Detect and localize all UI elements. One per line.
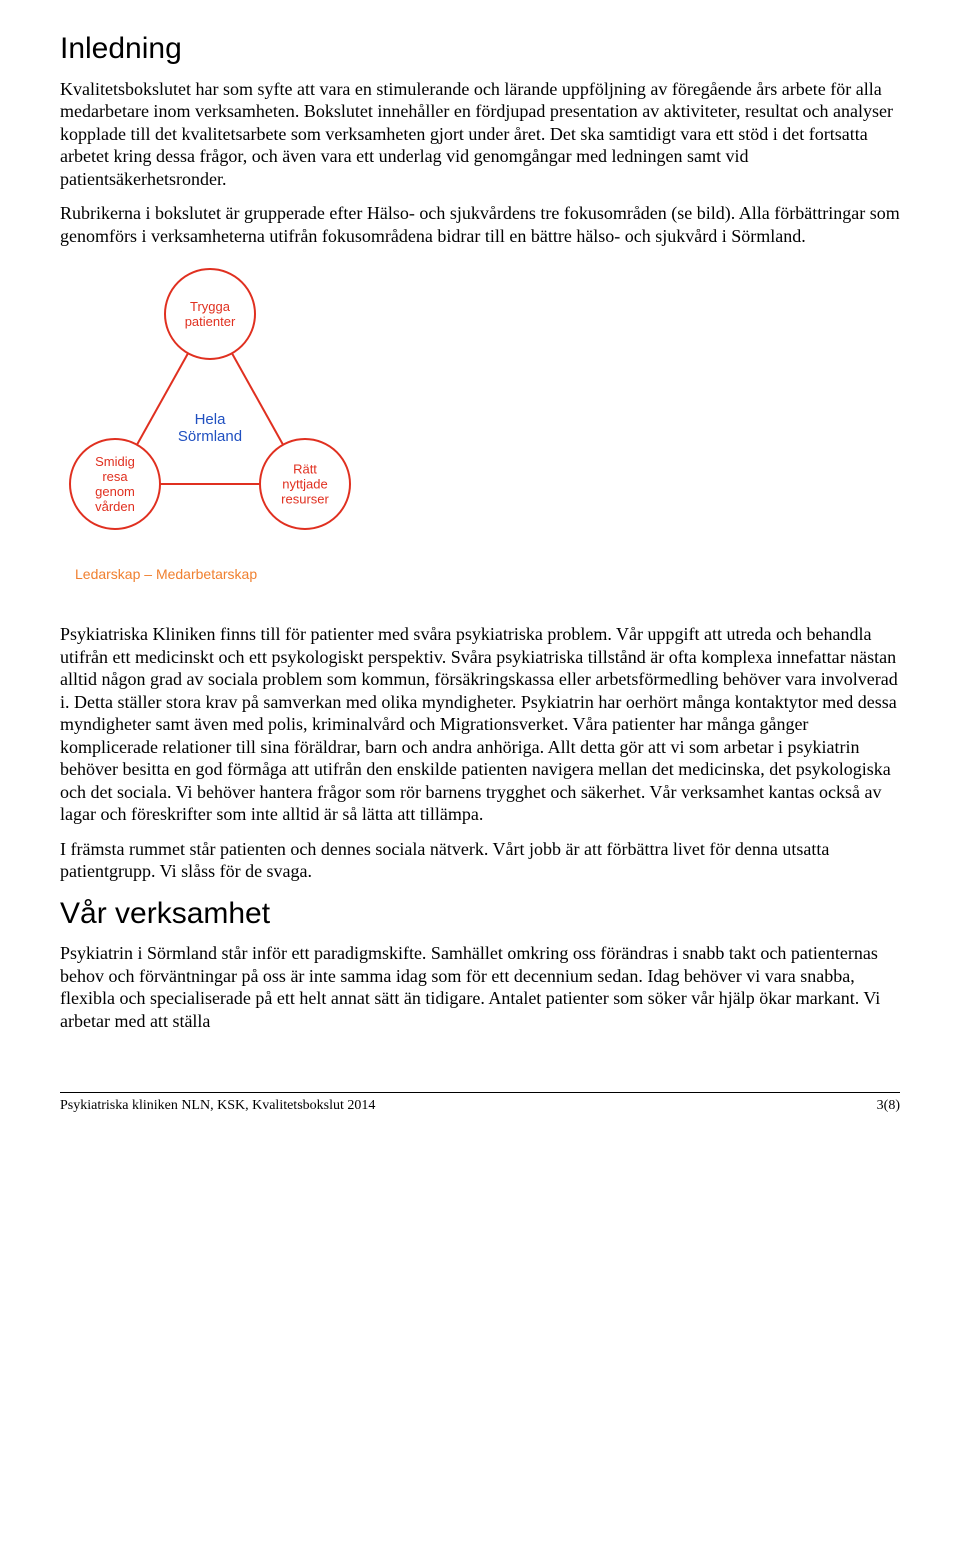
focus-areas-svg: HelaSörmland Tryggapatienter Smidigresagen… — [60, 259, 360, 599]
page-footer: Psykiatriska kliniken NLN, KSK, Kvalitet… — [60, 1093, 900, 1115]
diagram-node-label: Rätt — [293, 462, 317, 477]
heading-inledning: Inledning — [60, 30, 900, 68]
footer-right: 3(8) — [877, 1097, 900, 1115]
footer-left: Psykiatriska kliniken NLN, KSK, Kvalitet… — [60, 1097, 375, 1115]
paragraph-4: I främsta rummet står patienten och denn… — [60, 838, 900, 883]
diagram-node-label: nyttjade — [282, 477, 328, 492]
paragraph-1: Kvalitetsbokslutet har som syfte att var… — [60, 78, 900, 191]
diagram-node-label: vården — [95, 499, 135, 514]
diagram-node-label: patienter — [185, 314, 236, 329]
paragraph-5: Psykiatrin i Sörmland står inför ett par… — [60, 942, 900, 1032]
diagram-caption: Ledarskap – Medarbetarskap — [75, 566, 257, 582]
heading-var-verksamhet: Vår verksamhet — [60, 895, 900, 933]
focus-areas-diagram: HelaSörmland Tryggapatienter Smidigresagen… — [60, 259, 900, 599]
diagram-node-label: Trygga — [190, 299, 231, 314]
diagram-node-label: Smidig — [95, 454, 135, 469]
diagram-node-label: resa — [102, 469, 128, 484]
diagram-node-label: resurser — [281, 492, 329, 507]
paragraph-2: Rubrikerna i bokslutet är grupperade eft… — [60, 202, 900, 247]
diagram-center-label: Sörmland — [178, 428, 242, 445]
paragraph-3: Psykiatriska Kliniken finns till för pat… — [60, 623, 900, 826]
diagram-center-label: Hela — [195, 411, 227, 428]
diagram-node-label: genom — [95, 484, 135, 499]
